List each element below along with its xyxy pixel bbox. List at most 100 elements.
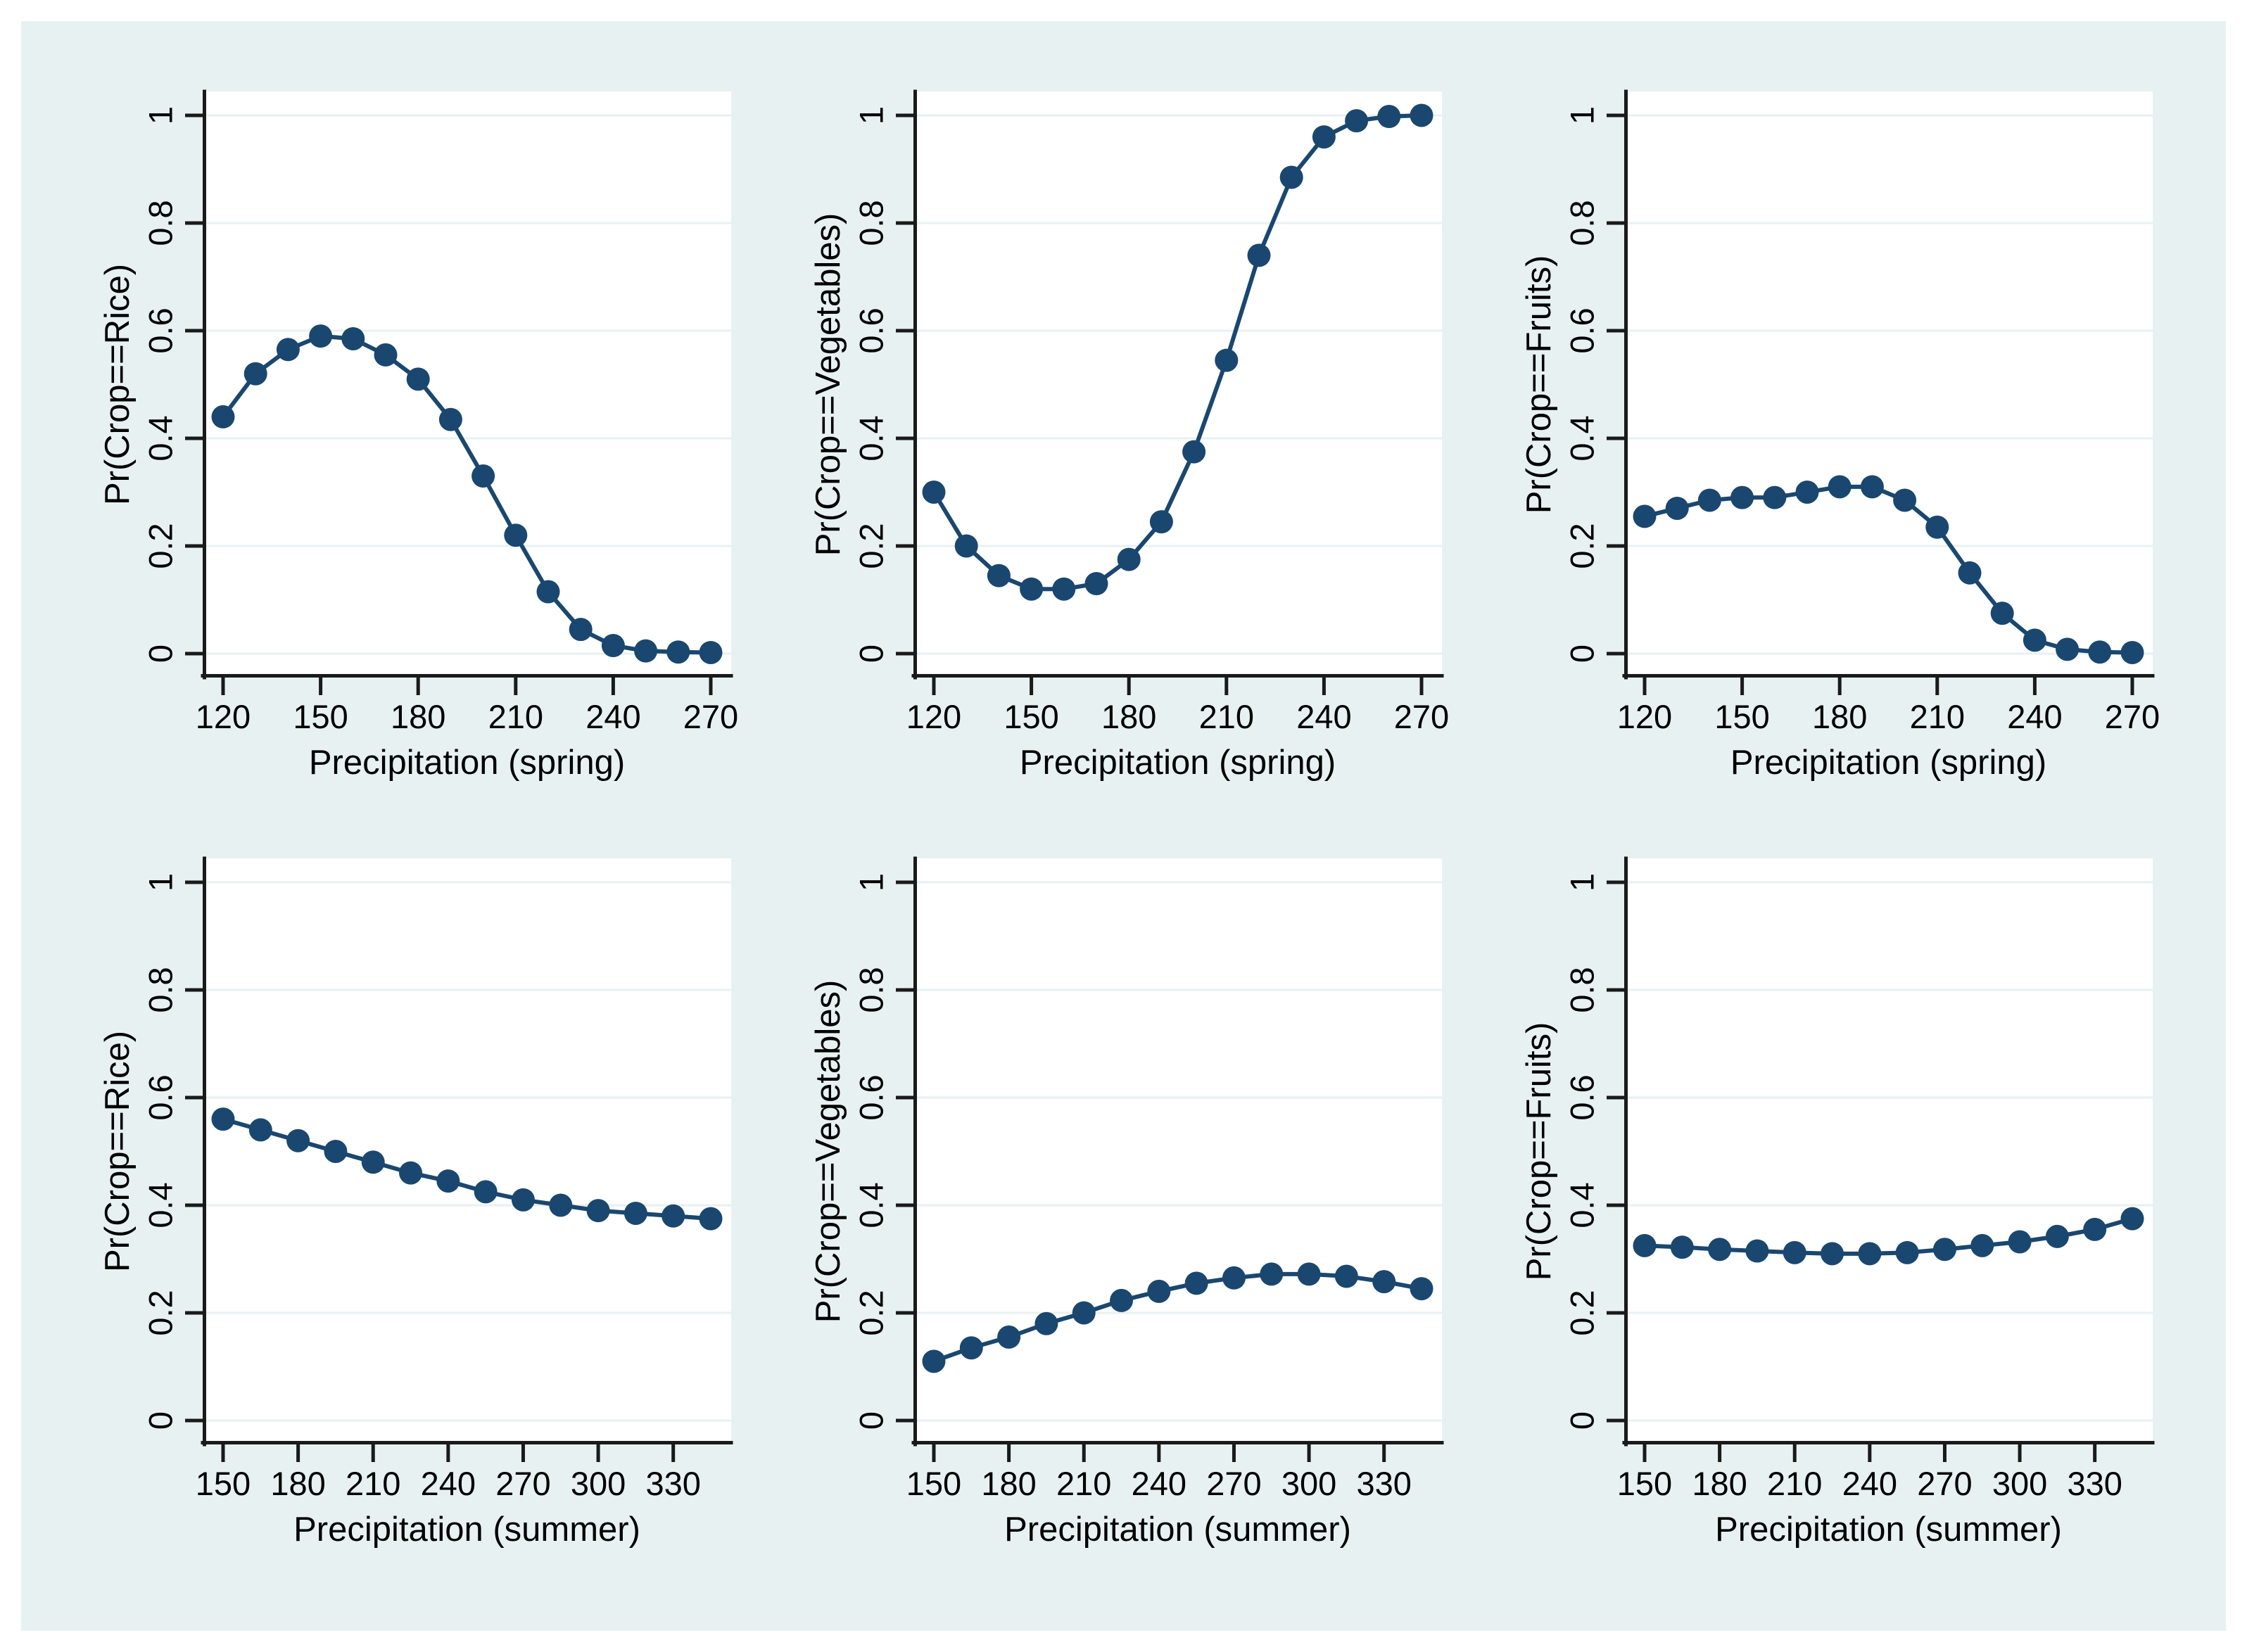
data-point — [1247, 243, 1271, 267]
y-axis-title: Pr(Crop==Rice) — [99, 1031, 137, 1272]
data-point — [1184, 1271, 1208, 1295]
x-tick-label: 210 — [346, 1465, 400, 1502]
data-point — [471, 464, 495, 488]
y-tick-label: 0 — [852, 1411, 890, 1430]
data-point — [1297, 1262, 1321, 1286]
x-tick-label: 150 — [1004, 698, 1058, 735]
data-point — [1828, 475, 1852, 499]
y-tick-label: 0.8 — [1563, 967, 1600, 1012]
x-axis-title: Precipitation (summer) — [293, 1511, 640, 1549]
y-tick-label: 1 — [141, 106, 179, 125]
data-point — [374, 343, 398, 367]
y-tick-label: 0.8 — [852, 200, 890, 246]
data-point — [1020, 577, 1044, 601]
x-tick-label: 300 — [1992, 1465, 2047, 1502]
x-tick-label: 180 — [1812, 698, 1867, 735]
data-point — [536, 580, 560, 604]
data-point — [624, 1201, 647, 1225]
data-point — [2023, 628, 2046, 652]
data-point — [922, 481, 946, 504]
data-point — [1670, 1235, 1694, 1259]
y-tick-label: 0.2 — [141, 1290, 179, 1335]
data-point — [666, 640, 690, 664]
y-tick-label: 0.2 — [1563, 1290, 1600, 1335]
x-tick-label: 180 — [391, 698, 445, 735]
x-tick-label: 240 — [1296, 698, 1351, 735]
x-tick-label: 330 — [1356, 1465, 1411, 1502]
data-point — [1372, 1270, 1396, 1294]
data-point — [248, 1118, 272, 1142]
plot-area — [1624, 858, 2153, 1444]
data-point — [954, 534, 978, 558]
data-point — [1745, 1239, 1769, 1263]
chart-fruits-summer: 0 0.2 0.4 0.6 0.8 1 150 180 210 240 270 300 330Preci… — [1520, 856, 2155, 1549]
y-tick-label: 0.4 — [141, 1182, 179, 1228]
chart-rice-summer: 0 0.2 0.4 0.6 0.8 1 150 180 210 240 270 300 330Preci… — [99, 856, 733, 1549]
y-tick-label: 0.8 — [141, 967, 179, 1012]
data-point — [1410, 103, 1433, 127]
data-point — [436, 1169, 460, 1193]
y-axis-title: Pr(Crop==Rice) — [99, 264, 137, 505]
data-point — [1860, 475, 1884, 499]
data-point — [324, 1140, 348, 1163]
x-tick-label: 150 — [1617, 1465, 1672, 1502]
data-point — [341, 326, 365, 350]
data-point — [2083, 1217, 2107, 1241]
data-point — [309, 324, 333, 348]
y-tick-label: 0.2 — [852, 523, 890, 568]
y-axis-title: Pr(Crop==Vegetables) — [809, 213, 847, 557]
data-point — [361, 1150, 385, 1174]
data-point — [504, 523, 528, 547]
data-point — [569, 618, 593, 642]
y-tick-label: 0.6 — [852, 1074, 890, 1120]
y-tick-label: 1 — [852, 873, 890, 891]
chart-vegetables-spring: 0 0.2 0.4 0.6 0.8 1 120 150 180 210 240 270 Precipit… — [809, 89, 1449, 782]
panel-fruits-summer: 0 0.2 0.4 0.6 0.8 1 150 180 210 240 270 300 330 Preci… — [1464, 809, 2175, 1580]
y-axis-title: Pr(Crop==Fruits) — [1520, 255, 1558, 514]
data-point — [406, 367, 430, 391]
data-point — [586, 1199, 610, 1223]
y-tick-label: 0 — [1563, 644, 1600, 663]
data-point — [1334, 1264, 1358, 1288]
x-tick-label: 180 — [270, 1465, 325, 1502]
data-point — [1763, 485, 1787, 509]
data-point — [2045, 1224, 2069, 1248]
data-point — [399, 1161, 423, 1185]
data-point — [1117, 547, 1141, 571]
x-tick-label: 240 — [2007, 698, 2062, 735]
data-point — [634, 639, 658, 663]
y-tick-label: 0.6 — [141, 307, 179, 353]
data-point — [211, 405, 235, 428]
data-point — [2120, 1207, 2144, 1231]
y-tick-label: 1 — [852, 106, 890, 125]
data-point — [1149, 510, 1173, 534]
data-point — [549, 1193, 573, 1217]
data-point — [211, 1107, 235, 1131]
x-axis-title: Precipitation (summer) — [1004, 1511, 1351, 1549]
x-tick-label: 150 — [1714, 698, 1769, 735]
x-tick-label: 240 — [1842, 1465, 1897, 1502]
data-point — [1697, 488, 1721, 512]
x-tick-label: 270 — [1394, 698, 1449, 735]
y-tick-label: 0.4 — [852, 1182, 890, 1228]
x-tick-label: 240 — [586, 698, 640, 735]
x-tick-label: 150 — [196, 1465, 251, 1502]
plot-area — [913, 91, 1442, 678]
x-tick-label: 120 — [906, 698, 961, 735]
y-tick-label: 0.4 — [141, 415, 179, 461]
y-tick-label: 1 — [1563, 106, 1600, 125]
data-point — [474, 1180, 498, 1204]
x-tick-label: 150 — [293, 698, 348, 735]
x-tick-label: 330 — [645, 1465, 700, 1502]
y-tick-label: 0.8 — [852, 967, 890, 1012]
data-point — [959, 1336, 983, 1360]
data-point — [662, 1204, 685, 1228]
data-point — [1925, 515, 1949, 539]
data-point — [1730, 485, 1754, 509]
data-point — [1990, 602, 2014, 625]
data-point — [1052, 577, 1076, 601]
x-tick-label: 120 — [196, 698, 251, 735]
data-point — [243, 362, 267, 386]
data-point — [1665, 496, 1689, 520]
